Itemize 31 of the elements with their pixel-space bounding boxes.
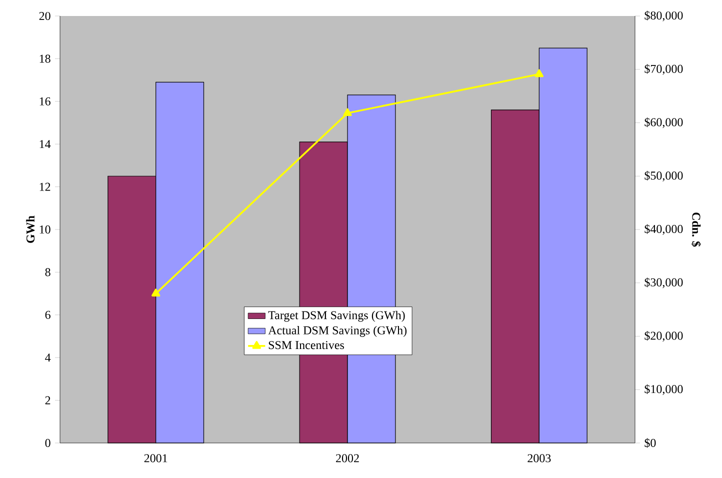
x-tick-label: 2002 [336,454,359,462]
y-tick-label: 12 [40,182,50,191]
y2-axis-title: Cdn. $ [691,212,701,247]
x-tick-label: 2001 [144,454,168,462]
legend-label: Actual DSM Savings (GWh) [268,326,407,337]
legend-label: SSM Incentives [268,341,344,350]
y2-tick-label: $0 [644,438,656,448]
point [151,288,160,296]
y-tick-label: 0 [45,438,50,448]
y2-tick-label: $50,000 [644,170,683,182]
y-tick-label: 2 [45,396,50,404]
y-tick-label: 10 [40,225,50,234]
y-axis-title: GWh [26,216,35,243]
x-tick-label: 2003 [528,454,551,462]
y2-tick-label: $80,000 [644,10,683,22]
y2-tick-label: $40,000 [644,224,683,235]
y-tick-label: 16 [40,97,50,106]
point [343,108,352,116]
y2-tick-label: $20,000 [644,330,683,342]
y-tick-label: 8 [45,268,50,276]
y-tick-label: 14 [40,140,51,148]
y2-tick-label: $70,000 [644,64,683,75]
point [534,69,544,78]
y2-tick-label: $30,000 [644,278,683,288]
y2-tick-label: $60,000 [644,117,683,128]
y-tick-label: 6 [45,310,50,319]
y-tick-label: 4 [45,354,51,362]
y-tick-label: 20 [39,12,50,20]
legend-label: Target DSM Savings (GWh) [268,310,405,322]
y-tick-label: 18 [40,54,50,63]
y2-tick-label: $10,000 [644,384,683,395]
